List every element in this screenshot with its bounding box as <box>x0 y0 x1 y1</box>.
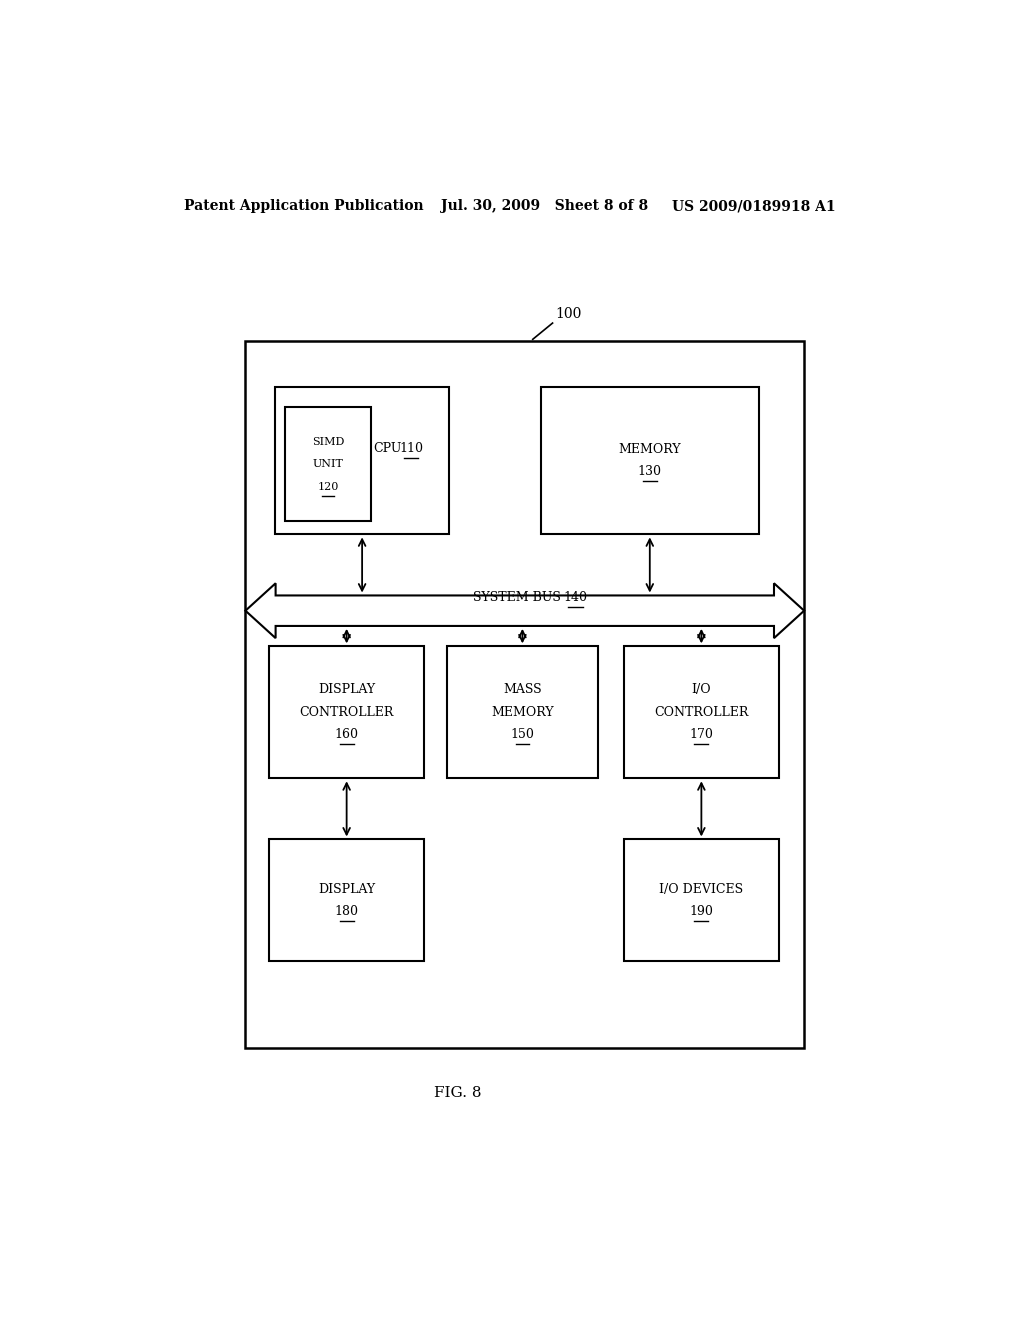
Text: 170: 170 <box>689 729 714 742</box>
Text: 190: 190 <box>689 906 714 917</box>
Text: CONTROLLER: CONTROLLER <box>299 706 394 719</box>
Text: US 2009/0189918 A1: US 2009/0189918 A1 <box>672 199 836 213</box>
Text: 140: 140 <box>563 591 588 605</box>
Text: 180: 180 <box>335 906 358 917</box>
Text: Jul. 30, 2009   Sheet 8 of 8: Jul. 30, 2009 Sheet 8 of 8 <box>441 199 648 213</box>
Bar <box>246 342 804 1048</box>
Text: CPU: CPU <box>374 442 401 455</box>
Text: I/O: I/O <box>691 684 712 697</box>
Text: DISPLAY: DISPLAY <box>318 684 375 697</box>
Text: DISPLAY: DISPLAY <box>318 883 375 896</box>
Text: FIG. 8: FIG. 8 <box>433 1086 481 1101</box>
Text: 100: 100 <box>555 308 582 321</box>
Text: CONTROLLER: CONTROLLER <box>654 706 749 719</box>
Bar <box>624 840 779 961</box>
Bar <box>541 387 759 535</box>
Text: 120: 120 <box>317 482 339 491</box>
Bar <box>447 647 598 779</box>
Text: 150: 150 <box>511 729 535 742</box>
Text: 110: 110 <box>399 442 423 455</box>
Text: I/O DEVICES: I/O DEVICES <box>659 883 743 896</box>
Text: 160: 160 <box>335 729 358 742</box>
Polygon shape <box>246 583 804 638</box>
Text: 130: 130 <box>638 466 662 478</box>
Bar <box>269 647 424 779</box>
Bar <box>274 387 450 535</box>
Text: Patent Application Publication: Patent Application Publication <box>183 199 423 213</box>
Text: MEMORY: MEMORY <box>492 706 554 719</box>
Text: MEMORY: MEMORY <box>618 444 681 457</box>
Bar <box>285 408 371 521</box>
Bar <box>269 840 424 961</box>
Bar <box>624 647 779 779</box>
Text: SYSTEM BUS: SYSTEM BUS <box>473 591 561 605</box>
Text: SIMD: SIMD <box>311 437 344 447</box>
Text: MASS: MASS <box>503 684 542 697</box>
Text: UNIT: UNIT <box>312 459 343 470</box>
